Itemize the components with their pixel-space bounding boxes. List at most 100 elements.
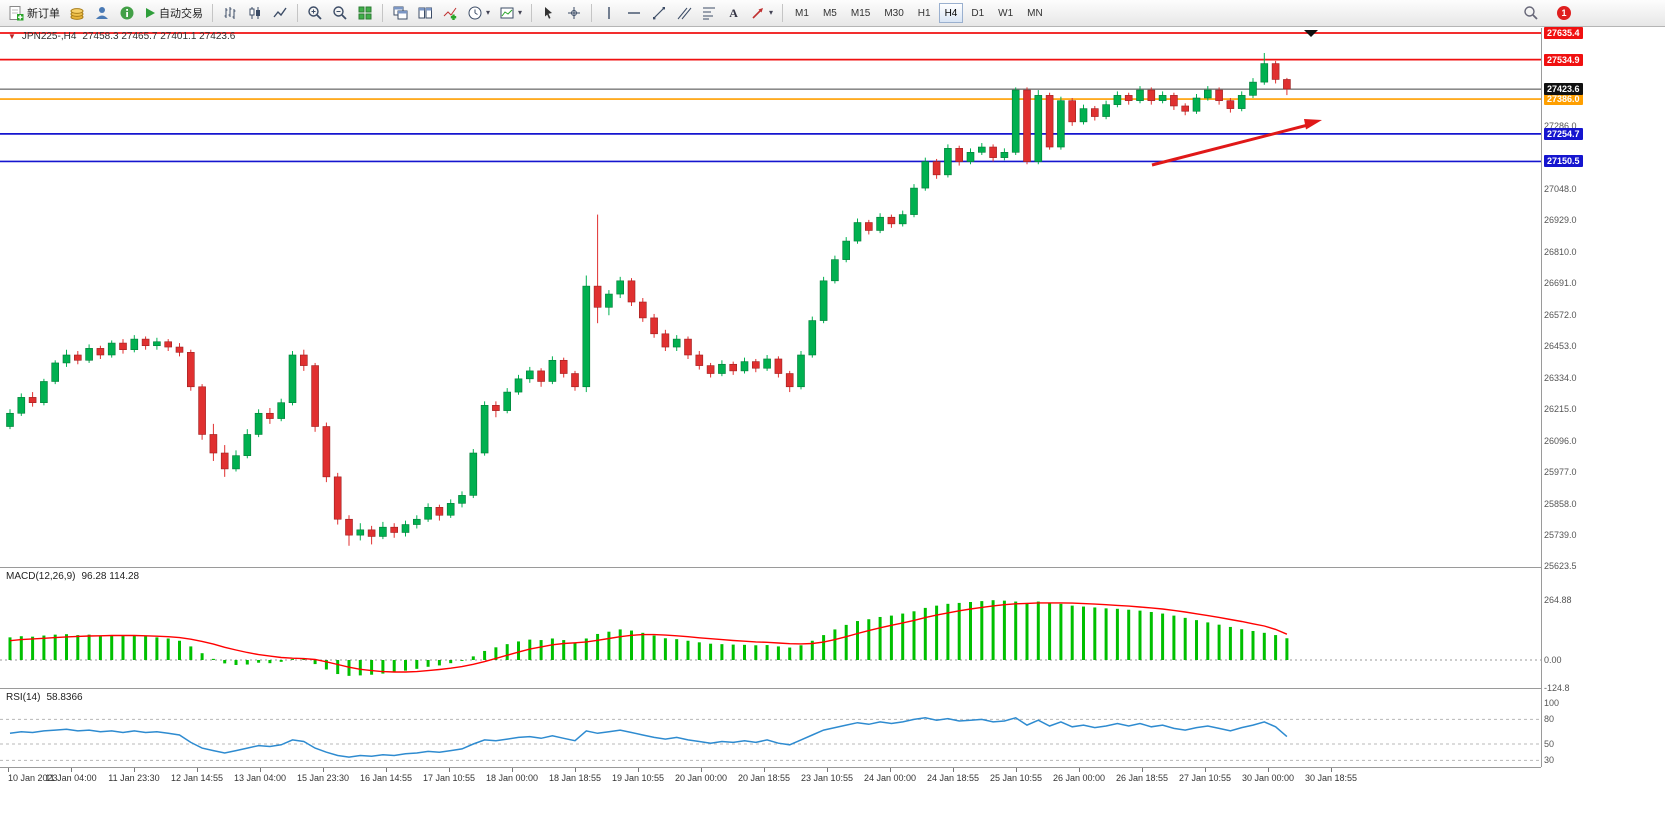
zoom-in-button[interactable] bbox=[303, 2, 327, 24]
trend-arrow-annotation[interactable] bbox=[1151, 119, 1322, 167]
time-axis-tick bbox=[197, 768, 198, 772]
horizontal-line-button[interactable] bbox=[622, 2, 646, 24]
price-axis-label: 25858.0 bbox=[1544, 498, 1577, 509]
candle-body bbox=[661, 333, 670, 348]
candle-body bbox=[164, 341, 172, 348]
candle-body bbox=[718, 363, 726, 374]
notification-badge[interactable]: 1 bbox=[1557, 6, 1571, 20]
cursor-button[interactable] bbox=[537, 2, 561, 24]
time-axis-tick bbox=[764, 768, 765, 772]
rsi-line bbox=[9, 716, 1288, 758]
line-chart-type-button[interactable] bbox=[268, 2, 292, 24]
search-button[interactable] bbox=[1519, 2, 1543, 24]
accounts-button[interactable] bbox=[90, 2, 114, 24]
time-axis-tick bbox=[1142, 768, 1143, 772]
info-icon bbox=[120, 6, 134, 20]
arrows-tool-button[interactable]: ▾ bbox=[746, 2, 777, 24]
candle-body bbox=[1011, 89, 1020, 153]
autotrade-button[interactable]: 自动交易 bbox=[140, 2, 207, 24]
candle-body bbox=[627, 280, 636, 303]
candle-body bbox=[1068, 100, 1076, 123]
tab-timeframe-h1[interactable]: H1 bbox=[912, 3, 937, 23]
channel-button[interactable] bbox=[672, 2, 696, 24]
candle-body bbox=[187, 352, 195, 388]
arrange-windows-button[interactable] bbox=[413, 2, 437, 24]
candle-body bbox=[977, 146, 986, 153]
candle-body bbox=[243, 434, 252, 456]
chart-shift-marker-icon[interactable] bbox=[1304, 30, 1318, 37]
time-scale[interactable]: 10 Jan 2023 11 Jan 04:00 11 Jan 23:30 12 Ja… bbox=[0, 767, 1541, 785]
tab-timeframe-m5[interactable]: M5 bbox=[817, 3, 843, 23]
pane-divider[interactable] bbox=[0, 567, 1541, 568]
trend-arrow-head bbox=[1304, 119, 1322, 130]
macd-pane[interactable] bbox=[0, 568, 1541, 688]
rsi-pane[interactable] bbox=[0, 689, 1541, 766]
candle-body bbox=[311, 365, 319, 427]
candle-body bbox=[932, 161, 941, 176]
indicators-button[interactable] bbox=[438, 2, 462, 24]
pane-divider[interactable] bbox=[0, 688, 1541, 689]
zoom-out-icon bbox=[333, 6, 347, 20]
search-icon bbox=[1524, 6, 1538, 20]
vertical-line-button[interactable] bbox=[597, 2, 621, 24]
candle-body bbox=[1034, 95, 1043, 162]
zoom-out-button[interactable] bbox=[328, 2, 352, 24]
price-axis-label: 26453.0 bbox=[1544, 341, 1577, 352]
price-scale[interactable]: 27524.027286.027048.026929.026810.026691… bbox=[1542, 0, 1665, 836]
cascade-windows-button[interactable] bbox=[388, 2, 412, 24]
candle-body bbox=[107, 342, 116, 356]
time-axis-label: 23 Jan 10:55 bbox=[800, 773, 854, 783]
time-axis-tick bbox=[449, 768, 450, 772]
tab-timeframe-m30[interactable]: M30 bbox=[878, 3, 909, 23]
help-button[interactable] bbox=[115, 2, 139, 24]
candle-body bbox=[1124, 95, 1133, 101]
periods-button[interactable]: ▾ bbox=[463, 2, 494, 24]
templates-button[interactable]: ▾ bbox=[495, 2, 526, 24]
candle-body bbox=[1136, 89, 1144, 101]
candle-body bbox=[672, 338, 681, 348]
candle-body bbox=[966, 152, 975, 162]
price-line-label: 27254.7 bbox=[1544, 127, 1583, 140]
tab-timeframe-mn[interactable]: MN bbox=[1021, 3, 1049, 23]
bar-chart-type-button[interactable] bbox=[218, 2, 242, 24]
trendline-button[interactable] bbox=[647, 2, 671, 24]
text-tool-button[interactable]: A bbox=[722, 2, 745, 24]
tab-timeframe-d1[interactable]: D1 bbox=[965, 3, 990, 23]
candle-body bbox=[424, 507, 432, 520]
macd-axis-label: -124.8 bbox=[1544, 683, 1570, 694]
time-axis-tick bbox=[260, 768, 261, 772]
tab-timeframe-w1[interactable]: W1 bbox=[992, 3, 1019, 23]
tab-timeframe-m1[interactable]: M1 bbox=[789, 3, 815, 23]
candle-body bbox=[277, 402, 286, 419]
price-axis-label: 27286.0 bbox=[1544, 120, 1577, 131]
candle-body bbox=[525, 370, 534, 380]
crosshair-button[interactable] bbox=[562, 2, 586, 24]
macd-axis-label: 0.00 bbox=[1544, 655, 1562, 665]
candle-body bbox=[401, 524, 410, 533]
price-axis-label: 25623.5 bbox=[1544, 561, 1577, 571]
tab-timeframe-m15[interactable]: M15 bbox=[845, 3, 876, 23]
price-axis-label: 25739.0 bbox=[1544, 530, 1577, 541]
candle-body bbox=[254, 412, 263, 435]
quotes-button[interactable] bbox=[65, 2, 89, 24]
candle-body bbox=[412, 518, 421, 525]
candlestick-type-button[interactable] bbox=[243, 2, 267, 24]
channel-icon bbox=[677, 7, 692, 20]
candle-body bbox=[96, 348, 105, 356]
time-axis-tick bbox=[953, 768, 954, 772]
fibonacci-button[interactable] bbox=[697, 2, 721, 24]
price-line-label: 27635.4 bbox=[1544, 27, 1583, 39]
candle-body bbox=[887, 216, 896, 225]
new-order-button[interactable]: 新订单 bbox=[4, 2, 64, 24]
tab-timeframe-h4[interactable]: H4 bbox=[938, 3, 964, 23]
price-scale-border[interactable] bbox=[1541, 28, 1542, 767]
candle-body bbox=[74, 354, 82, 361]
candle-body bbox=[706, 365, 715, 374]
candle-body bbox=[571, 373, 579, 388]
toolbar-separator bbox=[531, 4, 533, 22]
candle-body bbox=[232, 455, 240, 470]
candle-body bbox=[480, 405, 489, 454]
candle-body bbox=[1170, 95, 1178, 107]
tile-windows-button[interactable] bbox=[353, 2, 377, 24]
price-chart-pane[interactable] bbox=[0, 28, 1541, 567]
